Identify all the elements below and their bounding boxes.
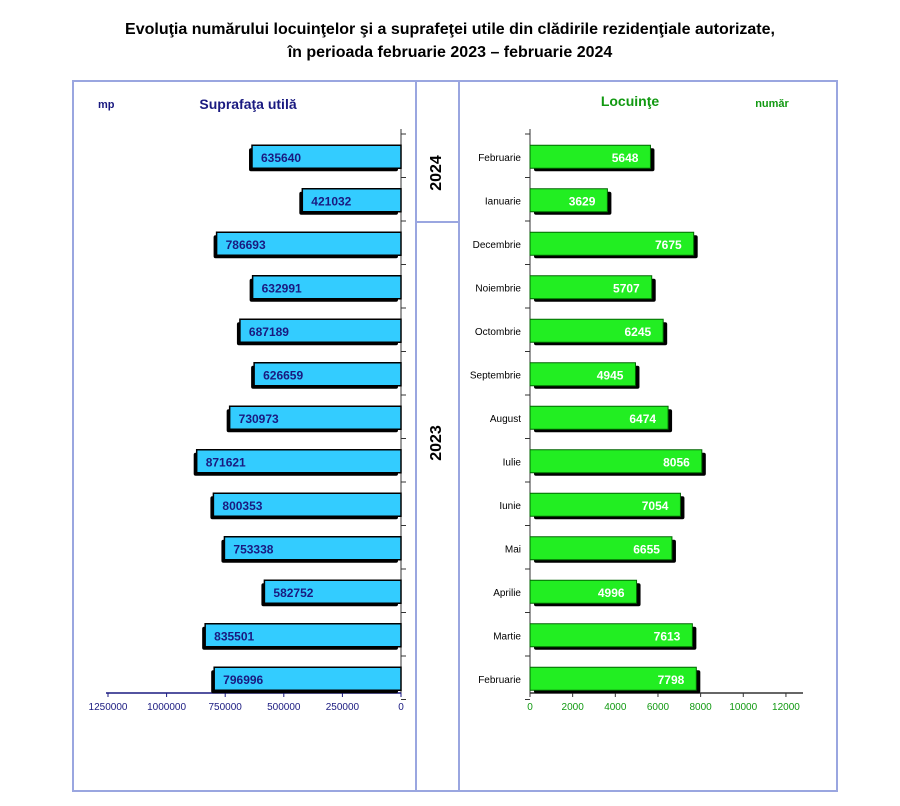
area-bar [251, 275, 402, 300]
title-line-2: în perioada februarie 2023 – februarie 2… [287, 44, 613, 61]
dwellings-category-label: Februarie [478, 153, 521, 164]
frame-divider-right [458, 80, 460, 792]
area-unit-label: mp [98, 99, 115, 111]
dwellings-bar [529, 449, 703, 474]
dwellings-category-label: Martie [493, 631, 521, 642]
area-bar-label: 626659 [263, 368, 303, 382]
area-bar [215, 231, 402, 256]
area-bar-label: 796996 [223, 673, 263, 687]
area-x-tick-label: 500000 [267, 702, 301, 713]
area-bar-label: 421032 [311, 194, 351, 208]
dwellings-category-label: Septembrie [470, 370, 522, 381]
dwellings-bar-label: 7675 [655, 238, 682, 252]
dwellings-bar [529, 275, 653, 300]
dwellings-category-label: Februarie [478, 675, 521, 686]
area-bar-label: 871621 [206, 455, 246, 469]
area-x-tick-label: 1250000 [89, 702, 128, 713]
area-bar [213, 666, 402, 691]
dwellings-bar-label: 4996 [598, 586, 625, 600]
dwellings-bar [529, 492, 681, 517]
dwellings-bar-label: 6474 [629, 412, 656, 426]
chart-title: Evoluţia numărului locuinţelor şi a supr… [0, 18, 900, 64]
area-bar-label: 632991 [262, 281, 302, 295]
area-bar [228, 405, 402, 430]
area-chart-title: Suprafaţa utilă [199, 96, 296, 112]
dwellings-category-label: August [490, 414, 521, 425]
dwellings-x-tick-label: 10000 [729, 702, 757, 713]
dwellings-bar-label: 7054 [642, 499, 669, 513]
dwellings-bar-label: 6245 [624, 325, 651, 339]
chart-frame [72, 80, 838, 792]
dwellings-category-label: Octombrie [475, 327, 522, 338]
dwellings-category-label: Decembrie [473, 240, 522, 251]
dwellings-bar-label: 6655 [633, 542, 660, 556]
dwellings-x-tick-label: 8000 [690, 702, 713, 713]
area-bar-label: 800353 [222, 499, 262, 513]
area-bar [239, 318, 402, 343]
dwellings-category-label: Iunie [499, 501, 521, 512]
area-bar [301, 188, 402, 213]
area-chart: Suprafaţa utilă mp 1250000 1000000 750000 500… [89, 96, 406, 713]
dwellings-bar [529, 144, 651, 169]
dwellings-x-tick-label: 12000 [772, 702, 800, 713]
dwellings-chart-title: Locuinţe [601, 93, 660, 109]
year-separator [417, 221, 458, 223]
dwellings-bar [529, 623, 693, 648]
area-bar-label: 730973 [239, 412, 279, 426]
area-bar-label: 835501 [214, 629, 254, 643]
dwellings-category-label: Ianuarie [485, 196, 522, 207]
area-bar-label: 687189 [249, 325, 289, 339]
dwellings-bar-label: 7798 [658, 673, 685, 687]
dwellings-bar [529, 318, 664, 343]
frame-divider-left [415, 80, 417, 792]
area-bar [223, 536, 402, 561]
dwellings-bar [529, 666, 697, 691]
dwellings-bar [529, 231, 695, 256]
dwellings-bar [529, 188, 608, 213]
dwellings-bar [529, 579, 638, 604]
dwellings-unit-label: număr [755, 98, 789, 110]
dwellings-x-tick-label: 6000 [647, 702, 670, 713]
dwellings-bar [529, 362, 636, 387]
area-bar-label: 753338 [233, 542, 273, 556]
area-x-tick-label: 0 [398, 702, 404, 713]
dwellings-bar-label: 5707 [613, 281, 640, 295]
area-bar [251, 144, 402, 169]
dwellings-bar-label: 8056 [663, 455, 690, 469]
dwellings-bar-label: 3629 [569, 194, 596, 208]
area-x-tick-label: 750000 [209, 702, 243, 713]
area-bar-label: 582752 [273, 586, 313, 600]
dwellings-bar-label: 7613 [654, 629, 681, 643]
area-x-tick-label: 1000000 [147, 702, 186, 713]
area-bar-label: 786693 [226, 238, 266, 252]
dwellings-category-label: Iulie [503, 457, 522, 468]
area-bar-label: 635640 [261, 151, 301, 165]
dwellings-bar [529, 405, 669, 430]
area-bar [212, 492, 402, 517]
title-line-1: Evoluţia numărului locuinţelor şi a supr… [125, 21, 775, 38]
dwellings-bar [529, 536, 673, 561]
area-bar [195, 449, 402, 474]
area-bar [204, 623, 402, 648]
area-bar [253, 362, 402, 387]
dwellings-bar-label: 5648 [612, 151, 639, 165]
dwellings-bar-label: 4945 [597, 368, 624, 382]
dwellings-x-tick-label: 4000 [604, 702, 627, 713]
dwellings-category-label: Mai [505, 544, 521, 555]
dwellings-category-label: Noiembrie [475, 283, 521, 294]
dwellings-chart: Locuinţe număr 0 2000 4000 6000 8000 10000 12000… [470, 93, 803, 713]
dwellings-x-tick-label: 2000 [562, 702, 585, 713]
dwellings-x-tick-label: 0 [527, 702, 533, 713]
area-bar [263, 579, 402, 604]
area-x-tick-label: 250000 [326, 702, 360, 713]
dwellings-category-label: Aprilie [493, 588, 521, 599]
